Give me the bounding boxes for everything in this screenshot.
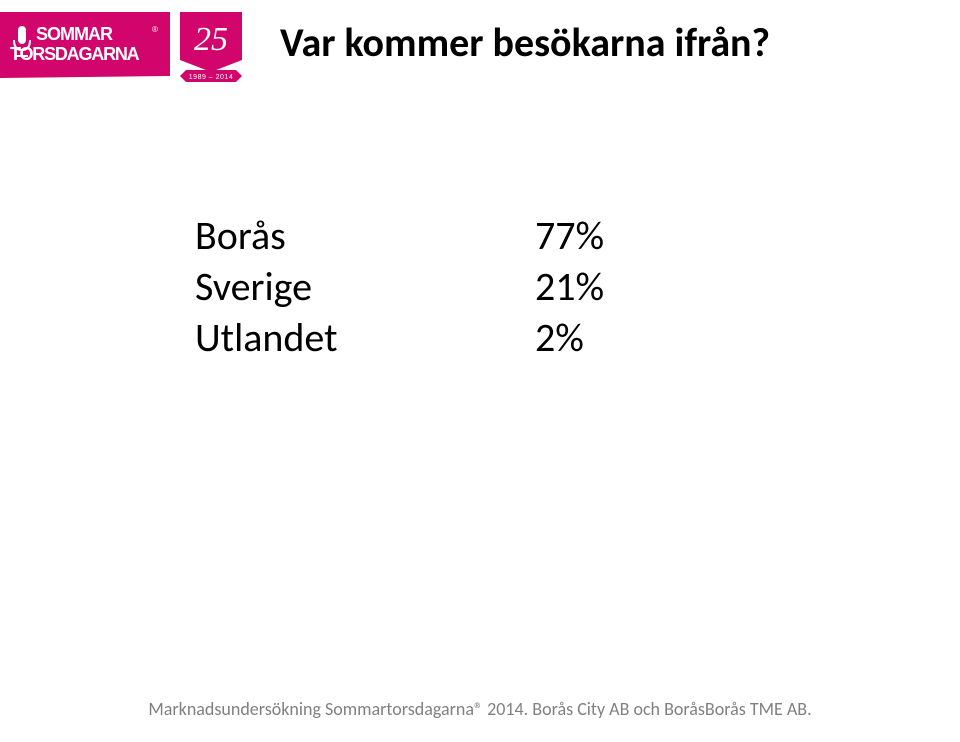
origin-value: 21% <box>535 261 675 312</box>
origin-label: Sverige <box>195 261 535 312</box>
table-row: Sverige 21% <box>195 261 675 312</box>
brand-logo: SOMMAR TORSDAGARNA ® 25 1989 – 2014 <box>0 12 260 84</box>
origin-value: 77% <box>535 210 675 261</box>
origin-label: Borås <box>195 210 535 261</box>
origin-table: Borås 77% Sverige 21% Utlandet 2% <box>195 210 675 364</box>
origin-label: Utlandet <box>195 312 535 363</box>
svg-text:TORSDAGARNA: TORSDAGARNA <box>10 44 140 64</box>
page-title: Var kommer besökarna ifrån? <box>280 18 920 67</box>
table-row: Utlandet 2% <box>195 312 675 363</box>
svg-text:1989 – 2014: 1989 – 2014 <box>189 74 233 81</box>
svg-text:25: 25 <box>194 21 228 58</box>
svg-text:®: ® <box>152 25 158 34</box>
table-row: Borås 77% <box>195 210 675 261</box>
origin-value: 2% <box>535 312 675 363</box>
footer-text: Marknadsundersökning Sommartorsdagarna® … <box>0 698 960 720</box>
svg-text:SOMMAR: SOMMAR <box>36 24 113 44</box>
